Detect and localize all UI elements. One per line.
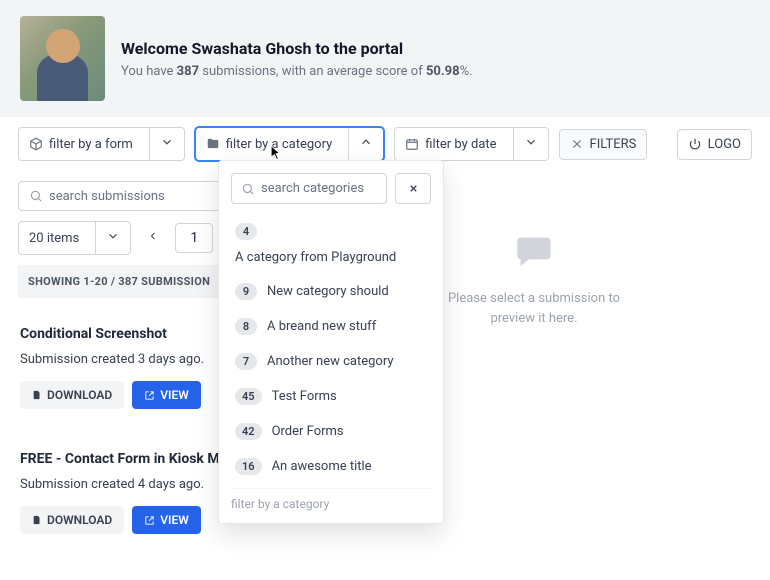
filter-category-button[interactable]: filter by a category (195, 127, 384, 161)
cursor-icon (269, 145, 283, 161)
page-size-select[interactable]: 20 items (18, 221, 131, 255)
external-link-icon (144, 390, 155, 401)
cube-icon (29, 137, 43, 151)
category-item[interactable]: 4A category from Playground (231, 214, 431, 274)
category-item[interactable]: 9New category should (231, 274, 431, 309)
header: Welcome Swashata Ghosh to the portal You… (0, 0, 770, 117)
chevron-down-icon[interactable] (149, 128, 184, 160)
close-icon (408, 183, 419, 194)
dropdown-footer: filter by a category (231, 488, 431, 511)
prev-page-button[interactable] (141, 230, 165, 246)
search-input[interactable]: search submissions (18, 181, 240, 211)
category-item[interactable]: 42Order Forms (231, 414, 431, 449)
close-dropdown-button[interactable] (395, 173, 431, 204)
filters-button[interactable]: FILTERS (559, 129, 648, 160)
download-button[interactable]: DOWNLOAD (20, 506, 124, 534)
avatar (20, 16, 105, 101)
chevron-down-icon[interactable] (95, 222, 130, 254)
folder-icon (206, 137, 220, 151)
view-button[interactable]: VIEW (132, 381, 201, 409)
calendar-icon (405, 137, 419, 151)
welcome-stats: You have 387 submissions, with an averag… (121, 64, 473, 79)
preview-empty-text: Please select a submission to preview it… (434, 289, 634, 328)
category-item[interactable]: 45Test Forms (231, 379, 431, 414)
chevron-down-icon[interactable] (513, 128, 548, 160)
category-item[interactable]: 7Another new category (231, 344, 431, 379)
download-button[interactable]: DOWNLOAD (20, 381, 124, 409)
filter-date-label: filter by date (425, 137, 496, 152)
welcome-title: Welcome Swashata Ghosh to the portal (121, 39, 473, 58)
page-input[interactable]: 1 (175, 223, 213, 253)
welcome-block: Welcome Swashata Ghosh to the portal You… (121, 39, 473, 79)
logout-button[interactable]: LOGO (677, 129, 752, 160)
chevron-up-icon[interactable] (348, 128, 383, 160)
filter-form-button[interactable]: filter by a form (18, 127, 185, 161)
speech-bubble-icon (510, 231, 558, 271)
chevron-left-icon (147, 230, 159, 242)
external-link-icon (144, 515, 155, 526)
search-icon (241, 182, 255, 196)
file-icon (32, 515, 42, 525)
file-icon (32, 390, 42, 400)
filter-date-button[interactable]: filter by date (394, 127, 548, 161)
category-dropdown: search categories 4A category from Playg… (218, 160, 444, 524)
category-search-input[interactable]: search categories (231, 173, 387, 204)
close-icon (570, 137, 584, 151)
category-item[interactable]: 16An awesome title (231, 449, 431, 484)
power-icon (688, 137, 702, 151)
filter-form-label: filter by a form (49, 137, 133, 152)
view-button[interactable]: VIEW (132, 506, 201, 534)
search-icon (29, 189, 43, 203)
category-item[interactable]: 8A breand new stuff (231, 309, 431, 344)
